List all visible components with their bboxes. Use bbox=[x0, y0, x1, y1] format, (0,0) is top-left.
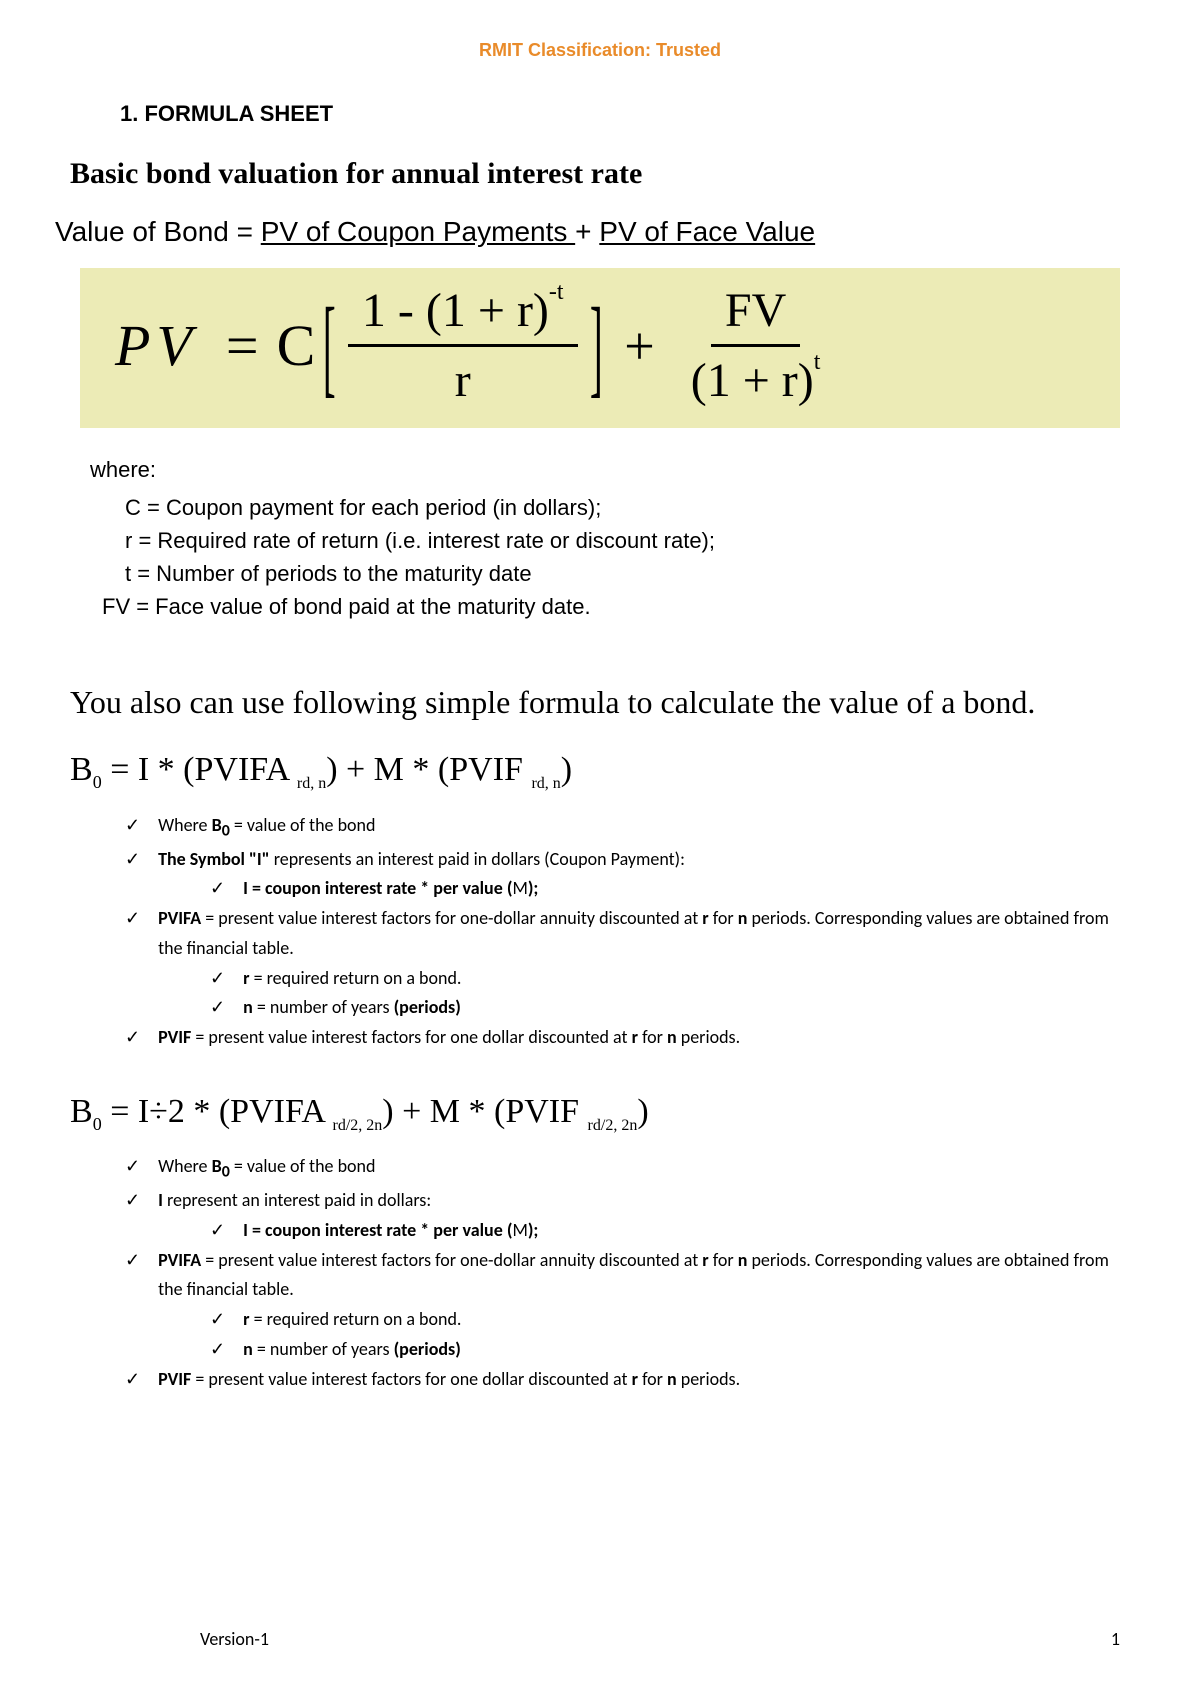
bond-eq-lhs: Value of Bond = bbox=[55, 216, 261, 247]
f1-end: ) bbox=[561, 751, 572, 788]
f1-lhs: B bbox=[70, 751, 93, 788]
f1-sub1: rd, n bbox=[297, 775, 326, 792]
formula-pv: PV bbox=[115, 312, 198, 379]
bond-eq-part2: PV of Face Value bbox=[599, 216, 815, 247]
frac2-den: (1 + r) bbox=[691, 354, 814, 407]
alt-formula-2: B0 = I÷2 * (PVIFA rd/2, 2n) + M * (PVIF … bbox=[70, 1093, 1130, 1135]
check-icon: ✓ bbox=[125, 1246, 140, 1276]
list-item: ✓PVIFA = present value interest factors … bbox=[125, 1246, 1130, 1305]
check-icon: ✓ bbox=[210, 1216, 225, 1246]
frac1-sup: -t bbox=[549, 279, 564, 305]
f2-body: = I÷2 * (PVIFA bbox=[102, 1093, 333, 1130]
check-icon: ✓ bbox=[210, 993, 225, 1023]
bond-eq-plus: + bbox=[575, 216, 599, 247]
alt-formula-1: B0 = I * (PVIFA rd, n) + M * (PVIF rd, n… bbox=[70, 751, 1130, 793]
check-icon: ✓ bbox=[125, 1023, 140, 1053]
section-title: Basic bond valuation for annual interest… bbox=[70, 157, 1130, 191]
check-list-2: ✓Where B0 = value of the bond ✓I represe… bbox=[70, 1152, 1130, 1394]
check-list-1: ✓Where B0 = value of the bond ✓The Symbo… bbox=[70, 811, 1130, 1053]
list-item: ✓I = coupon interest rate * per value (M… bbox=[210, 1216, 1130, 1246]
list-item: ✓I represent an interest paid in dollars… bbox=[125, 1186, 1130, 1216]
classification-header: RMIT Classification: Trusted bbox=[70, 40, 1130, 61]
right-bracket: ] bbox=[590, 302, 603, 390]
list-item: ✓n = number of years (periods) bbox=[210, 1335, 1130, 1365]
f2-mid: ) + M * (PVIF bbox=[382, 1093, 587, 1130]
footer-page: 1 bbox=[1111, 1628, 1120, 1650]
check-icon: ✓ bbox=[210, 874, 225, 904]
pv-formula-box: PV = C [ 1 - (1 + r)-t r ] + FV (1 + r)t bbox=[80, 268, 1120, 428]
where-label: where: bbox=[90, 453, 1130, 486]
f2-sub: 0 bbox=[93, 1113, 102, 1133]
frac2-sup: t bbox=[814, 349, 821, 375]
check-icon: ✓ bbox=[210, 964, 225, 994]
bond-equation: Value of Bond = PV of Coupon Payments + … bbox=[55, 216, 1130, 248]
left-bracket: [ bbox=[323, 302, 336, 390]
f1-mid: ) + M * (PVIF bbox=[326, 751, 531, 788]
list-item: ✓PVIFA = present value interest factors … bbox=[125, 904, 1130, 963]
check-icon: ✓ bbox=[210, 1335, 225, 1365]
f2-lhs: B bbox=[70, 1093, 93, 1130]
formula-c: C bbox=[277, 312, 316, 379]
check-icon: ✓ bbox=[210, 1305, 225, 1335]
f2-end: ) bbox=[637, 1093, 648, 1130]
list-item: ✓The Symbol "I" represents an interest p… bbox=[125, 845, 1130, 875]
where-block: where: C = Coupon payment for each perio… bbox=[70, 453, 1130, 623]
formula-eq: = bbox=[226, 312, 259, 379]
where-r: r = Required rate of return (i.e. intere… bbox=[125, 524, 1130, 557]
page-footer: Version-1 1 bbox=[0, 1628, 1200, 1650]
check-icon: ✓ bbox=[125, 811, 140, 841]
pv-formula: PV = C [ 1 - (1 + r)-t r ] + FV (1 + r)t bbox=[115, 283, 1085, 408]
where-t: t = Number of periods to the maturity da… bbox=[125, 557, 1130, 590]
check-icon: ✓ bbox=[125, 1152, 140, 1182]
list-item: ✓n = number of years (periods) bbox=[210, 993, 1130, 1023]
list-item: ✓r = required return on a bond. bbox=[210, 964, 1130, 994]
check-icon: ✓ bbox=[125, 1186, 140, 1216]
check-icon: ✓ bbox=[125, 845, 140, 875]
bond-eq-part1: PV of Coupon Payments bbox=[261, 216, 575, 247]
list-item: ✓PVIF = present value interest factors f… bbox=[125, 1023, 1130, 1053]
footer-version: Version-1 bbox=[200, 1628, 269, 1650]
f1-sub2: rd, n bbox=[531, 775, 560, 792]
f2-sub1: rd/2, 2n bbox=[333, 1116, 383, 1133]
list-item: ✓Where B0 = value of the bond bbox=[125, 811, 1130, 845]
list-item: ✓I = coupon interest rate * per value (M… bbox=[210, 874, 1130, 904]
check-icon: ✓ bbox=[125, 1365, 140, 1395]
check-icon: ✓ bbox=[125, 904, 140, 934]
frac1-num: 1 - (1 + r) bbox=[362, 284, 549, 337]
list-item: ✓PVIF = present value interest factors f… bbox=[125, 1365, 1130, 1395]
list-item: ✓Where B0 = value of the bond bbox=[125, 1152, 1130, 1186]
frac1-den: r bbox=[455, 347, 471, 408]
where-c: C = Coupon payment for each period (in d… bbox=[125, 491, 1130, 524]
classification-text: RMIT Classification: Trusted bbox=[479, 40, 721, 60]
section-number: 1. FORMULA SHEET bbox=[120, 101, 1130, 127]
list-item: ✓r = required return on a bond. bbox=[210, 1305, 1130, 1335]
frac2-num: FV bbox=[711, 283, 800, 347]
frac1: 1 - (1 + r)-t r bbox=[348, 283, 578, 408]
f1-body: = I * (PVIFA bbox=[102, 751, 297, 788]
alt-intro: You also can use following simple formul… bbox=[70, 678, 1130, 726]
frac2: FV (1 + r)t bbox=[691, 283, 821, 408]
f2-sub2: rd/2, 2n bbox=[588, 1116, 638, 1133]
where-fv: FV = Face value of bond paid at the matu… bbox=[102, 590, 1130, 623]
formula-plus: + bbox=[624, 315, 654, 377]
f1-sub: 0 bbox=[93, 772, 102, 792]
